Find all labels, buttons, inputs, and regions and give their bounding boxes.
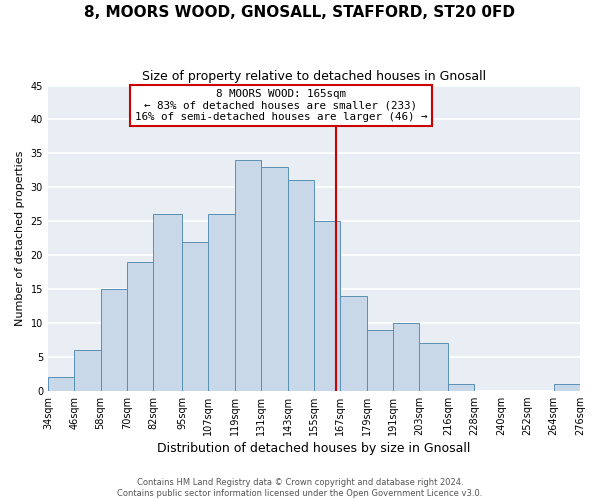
Text: 8, MOORS WOOD, GNOSALL, STAFFORD, ST20 0FD: 8, MOORS WOOD, GNOSALL, STAFFORD, ST20 0… [85, 5, 515, 20]
Bar [154, 214, 182, 390]
Bar [340, 296, 367, 390]
Text: 8 MOORS WOOD: 165sqm
← 83% of detached houses are smaller (233)
16% of semi-deta: 8 MOORS WOOD: 165sqm ← 83% of detached h… [135, 89, 427, 122]
Y-axis label: Number of detached properties: Number of detached properties [15, 150, 25, 326]
Text: Contains HM Land Registry data © Crown copyright and database right 2024.
Contai: Contains HM Land Registry data © Crown c… [118, 478, 482, 498]
Bar [74, 350, 101, 391]
Bar [554, 384, 580, 390]
Bar [393, 323, 419, 390]
Bar [48, 377, 74, 390]
Bar [314, 221, 340, 390]
Bar [419, 343, 448, 390]
Bar [182, 242, 208, 390]
Title: Size of property relative to detached houses in Gnosall: Size of property relative to detached ho… [142, 70, 486, 83]
Bar [101, 289, 127, 390]
Bar [127, 262, 154, 390]
Bar [261, 167, 287, 390]
Bar [367, 330, 393, 390]
X-axis label: Distribution of detached houses by size in Gnosall: Distribution of detached houses by size … [157, 442, 470, 455]
Bar [287, 180, 314, 390]
Bar [208, 214, 235, 390]
Bar [448, 384, 475, 390]
Bar [235, 160, 261, 390]
